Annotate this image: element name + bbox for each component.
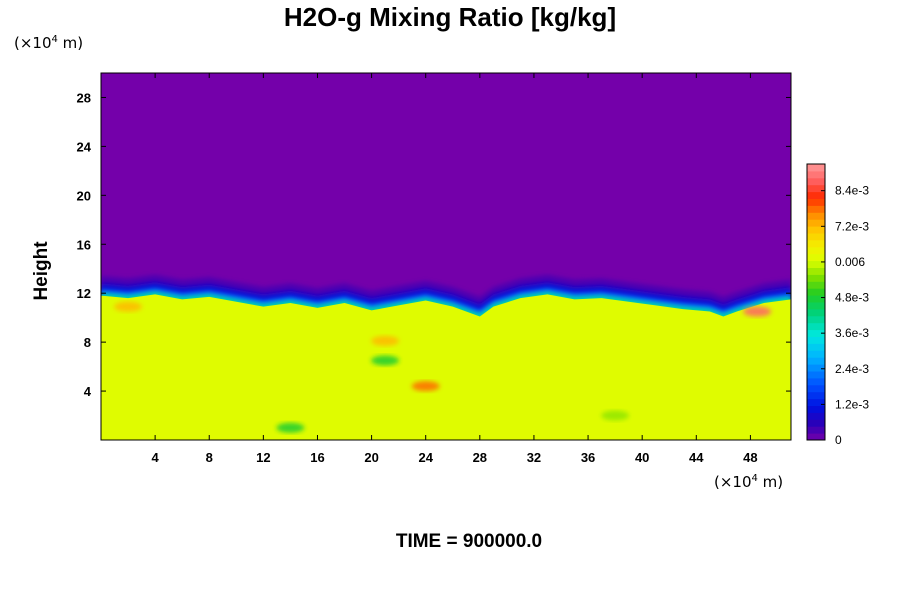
colorbar-swatch: [807, 384, 825, 393]
colorbar-swatch: [807, 219, 825, 227]
colorbar-swatch: [807, 405, 825, 413]
x-tick-label: 36: [581, 450, 595, 465]
y-tick-label: 20: [77, 188, 91, 203]
x-tick-label: 48: [743, 450, 757, 465]
colorbar-swatch: [807, 191, 825, 199]
colorbar-swatch: [807, 419, 825, 427]
colorbar-tick-label: 8.4e-3: [835, 184, 869, 198]
x-unit-label: (×104 m): [714, 473, 783, 491]
colorbar-swatch: [807, 398, 825, 406]
x-tick-label: 12: [256, 450, 270, 465]
y-unit-prefix: (×10: [14, 34, 52, 52]
colorbar-swatch: [807, 322, 825, 331]
colorbar-swatch: [807, 170, 825, 179]
y-tick-label: 16: [77, 237, 91, 252]
y-tick-label: 12: [77, 286, 91, 301]
y-unit-suffix: m): [57, 34, 84, 52]
x-unit-prefix: (×10: [714, 473, 752, 491]
colorbar-swatch: [807, 308, 825, 317]
field-feature: [114, 301, 143, 312]
x-unit-exponent: 4: [751, 473, 758, 484]
y-unit-label: (×104 m): [14, 34, 83, 52]
colorbar-swatch: [807, 177, 825, 186]
colorbar-swatch: [807, 343, 825, 351]
y-axis-label: Height: [31, 241, 52, 301]
colorbar-swatch: [807, 212, 825, 220]
x-unit-suffix: m): [757, 473, 784, 491]
colorbar-swatch: [807, 329, 825, 337]
field-feature: [411, 381, 440, 392]
colorbar-tick-label: 0: [835, 433, 842, 447]
colorbar-swatch: [807, 364, 825, 372]
colorbar-swatch: [807, 391, 825, 400]
lower-moist-layer: [101, 294, 791, 440]
colorbar-swatch: [807, 205, 825, 213]
x-tick-label: 20: [364, 450, 378, 465]
colorbar-swatch: [807, 198, 825, 206]
y-tick-label: 8: [84, 335, 91, 350]
x-tick-label: 40: [635, 450, 649, 465]
colorbar-swatch: [807, 246, 825, 255]
colorbar-swatch: [807, 371, 825, 379]
field-feature: [371, 335, 400, 346]
colorbar-tick-label: 4.8e-3: [835, 291, 869, 305]
x-tick-label: 44: [689, 450, 704, 465]
colorbar-tick-label: 7.2e-3: [835, 219, 869, 233]
field-feature: [276, 422, 305, 433]
plot-area: [101, 73, 791, 440]
colorbar-tick-label: 1.2e-3: [835, 397, 869, 411]
colorbar-swatch: [807, 377, 825, 386]
colorbar-swatch: [807, 184, 825, 193]
colorbar-swatch: [807, 426, 825, 434]
y-tick-label: 28: [77, 90, 91, 105]
y-tick-label: 4: [84, 384, 92, 399]
x-tick-label: 8: [206, 450, 213, 465]
colorbar-tick-label: 0.006: [835, 255, 865, 269]
field-feature: [743, 306, 772, 317]
colorbar-tick-label: 2.4e-3: [835, 362, 869, 376]
x-tick-label: 28: [473, 450, 487, 465]
field-feature: [601, 410, 630, 421]
colorbar-swatch: [807, 315, 825, 324]
x-tick-label: 32: [527, 450, 541, 465]
time-label: TIME = 900000.0: [395, 531, 543, 552]
colorbar-tick-label: 3.6e-3: [835, 326, 869, 340]
colorbar-swatch: [807, 267, 825, 275]
colorbar-swatch: [807, 295, 825, 303]
y-axis-ticks: 4 8 12 16 20 24 28: [77, 90, 791, 399]
y-unit-exponent: 4: [51, 34, 58, 45]
y-tick-label: 24: [77, 139, 92, 154]
colorbar-swatch: [807, 239, 825, 248]
colorbar-swatch: [807, 350, 825, 358]
colorbar-swatch: [807, 412, 825, 420]
x-tick-label: 4: [152, 450, 160, 465]
colorbar-swatch: [807, 336, 825, 344]
x-tick-label: 16: [310, 450, 324, 465]
colorbar-swatch: [807, 357, 825, 365]
colorbar-swatch: [807, 302, 825, 310]
colorbar-swatch: [807, 226, 825, 234]
chart-title: H2O-g Mixing Ratio [kg/kg]: [283, 2, 617, 32]
x-axis-ticks: 4 8 12 16 20 24 28 32 36 40 44 48: [152, 73, 758, 465]
x-tick-label: 24: [418, 450, 433, 465]
colorbar: 0 1.2e-3 2.4e-3 3.6e-3 4.8e-3 0.006 7.2e-3 8.4e…: [806, 163, 869, 447]
plot-frame: [100, 72, 792, 441]
colorbar-swatch: [807, 233, 825, 241]
colorbar-swatch: [807, 274, 825, 282]
colorbar-swatch: [807, 281, 825, 289]
colorbar-swatch: [807, 288, 825, 296]
field-feature: [371, 355, 400, 366]
colorbar-swatch: [807, 164, 825, 172]
colorbar-swatch: [807, 433, 825, 441]
colorbar-swatch: [807, 253, 825, 262]
colorbar-frame: [806, 163, 826, 441]
colorbar-swatch: [807, 260, 825, 268]
